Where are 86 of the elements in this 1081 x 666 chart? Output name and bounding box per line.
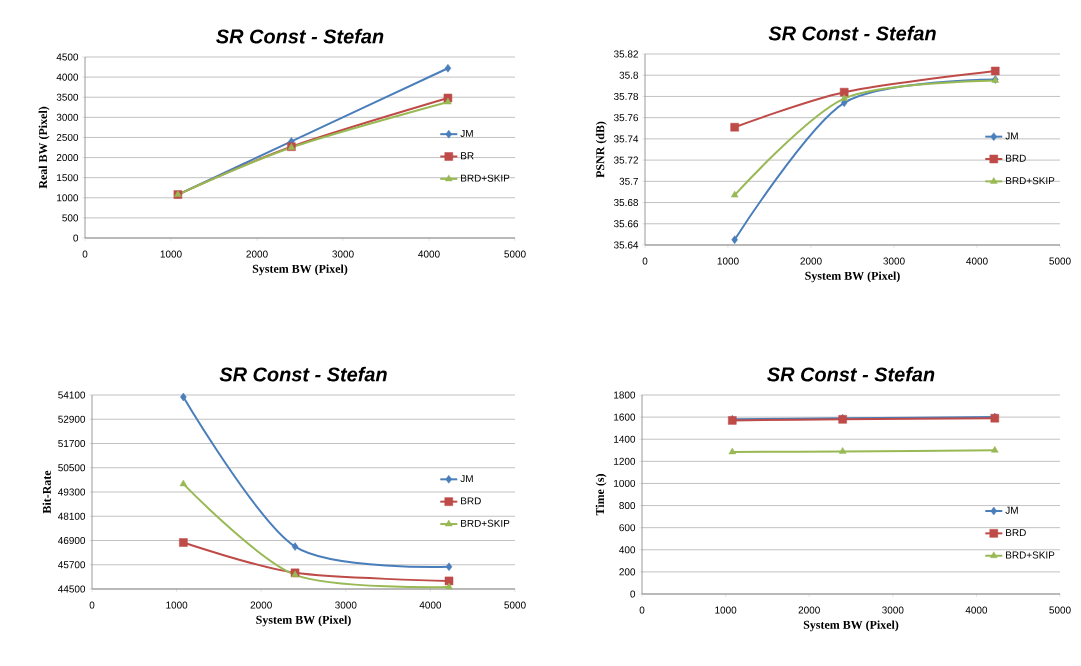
y-tick-label: 1200: [614, 457, 636, 465]
x-axis-title: System BW (Pixel): [256, 615, 351, 627]
y-tick-label: 500: [62, 214, 79, 222]
legend-label: BRD: [1006, 529, 1026, 537]
y-tick-label: 35.64: [613, 241, 639, 249]
x-tick-label: 4000: [418, 250, 440, 258]
y-tick-label: 3000: [56, 113, 79, 121]
y-tick-label: 45700: [58, 561, 86, 569]
x-tick-label: 2000: [246, 250, 268, 258]
x-axis-title: System BW (Pixel): [252, 264, 348, 276]
y-tick-label: 1500: [57, 174, 79, 182]
y-tick-label: 3500: [56, 93, 79, 101]
legend-label: JM: [1005, 506, 1018, 514]
x-tick-label: 3000: [335, 601, 357, 609]
y-tick-label: 800: [619, 502, 636, 510]
y-tick-label: 600: [619, 524, 636, 532]
y-tick-label: 35.82: [613, 50, 638, 58]
legend-label: BRD: [461, 497, 481, 505]
x-tick-label: 4000: [419, 601, 442, 609]
x-tick-label: 1000: [160, 250, 182, 258]
y-tick-label: 1400: [614, 435, 636, 443]
y-tick-label: 0: [73, 234, 79, 242]
y-tick-label: 0: [630, 590, 636, 598]
x-tick-label: 4000: [965, 606, 988, 614]
x-tick-label: 0: [642, 257, 648, 265]
x-tick-label: 3000: [882, 606, 904, 614]
y-tick-label: 49300: [58, 488, 86, 496]
y-axis-title: Real BW (Pixel): [38, 106, 50, 189]
x-tick-label: 2000: [798, 606, 820, 614]
y-tick-label: 2000: [56, 154, 79, 162]
x-tick-label: 5000: [1049, 606, 1071, 614]
x-tick-label: 2000: [250, 601, 272, 609]
x-tick-label: 0: [639, 606, 645, 614]
y-tick-label: 35.66: [613, 220, 639, 228]
x-tick-label: 5000: [1049, 257, 1071, 265]
y-tick-label: 1800: [614, 391, 636, 399]
x-tick-label: 5000: [504, 601, 526, 609]
x-tick-label: 1000: [717, 257, 739, 265]
y-tick-label: 1000: [614, 479, 636, 487]
x-axis-title: System BW (Pixel): [803, 620, 899, 632]
chart-title: SR Const - Stefan: [767, 366, 935, 382]
y-tick-label: 51700: [58, 439, 86, 448]
y-tick-label: 35.7: [619, 177, 638, 185]
y-tick-label: 44500: [58, 585, 86, 593]
x-tick-label: 3000: [332, 250, 354, 258]
x-tick-label: 0: [89, 601, 95, 609]
y-tick-label: 35.68: [613, 199, 639, 207]
y-tick-label: 48100: [58, 512, 86, 520]
y-tick-label: 35.74: [613, 135, 639, 143]
legend-label: JM: [460, 129, 473, 137]
legend-label: BRD+SKIP: [461, 174, 510, 182]
legend-label: JM: [460, 475, 473, 483]
y-axis-title: PSNR (dB): [595, 121, 607, 178]
legend-label: JM: [1005, 132, 1018, 140]
y-tick-label: 35.8: [619, 71, 639, 79]
y-tick-label: 50500: [58, 464, 86, 472]
y-tick-label: 35.78: [613, 92, 639, 100]
chart-title: SR Const - Stefan: [768, 25, 936, 41]
x-tick-label: 1000: [166, 601, 188, 609]
x-tick-label: 2000: [800, 257, 822, 265]
y-tick-label: 4000: [56, 73, 79, 81]
x-tick-label: 4000: [966, 257, 988, 265]
y-tick-label: 52900: [58, 415, 86, 423]
y-tick-label: 400: [619, 546, 636, 554]
y-axis-title: Bit-Rate: [42, 470, 51, 514]
y-tick-label: 4500: [56, 53, 79, 61]
y-tick-label: 54100: [58, 391, 86, 399]
y-tick-label: 35.72: [613, 156, 638, 164]
legend-label: BRD+SKIP: [1006, 551, 1055, 559]
legend-label: BRD: [1006, 154, 1026, 162]
x-tick-label: 1000: [715, 606, 737, 614]
y-tick-label: 35.76: [613, 114, 639, 122]
y-tick-label: 1000: [57, 194, 79, 202]
x-tick-label: 5000: [504, 250, 526, 258]
x-axis-title: System BW (Pixel): [805, 271, 900, 283]
legend-label: BRD+SKIP: [1006, 177, 1055, 185]
legend-label: BR: [461, 152, 474, 160]
chart-title: SR Const - Stefan: [219, 366, 387, 382]
legend-label: BRD+SKIP: [461, 519, 510, 527]
y-axis-title: Time (s): [595, 474, 607, 516]
y-tick-label: 46900: [58, 536, 86, 545]
y-tick-label: 1600: [614, 413, 636, 421]
y-tick-label: 200: [619, 568, 636, 576]
chart-title: SR Const - Stefan: [216, 28, 384, 44]
x-tick-label: 3000: [883, 257, 905, 265]
y-tick-label: 2500: [56, 133, 79, 141]
